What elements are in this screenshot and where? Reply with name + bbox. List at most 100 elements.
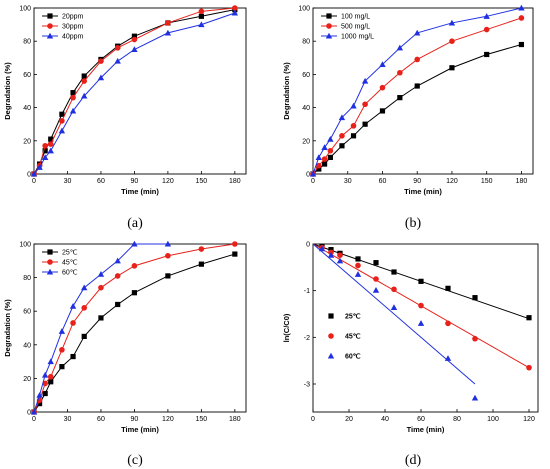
legend-label: 30ppm [62, 24, 84, 31]
data-point [47, 147, 54, 154]
data-point [418, 302, 424, 309]
legend-marker [328, 313, 334, 319]
chart-panel-b: 0 30 60 90 120 150 180 0 20 40 60 80 100 Time (min) De… [282, 4, 534, 231]
y-tick-label: 20 [302, 138, 310, 145]
y-tick-label: -3 [304, 382, 310, 389]
y-tick-label: 80 [23, 39, 31, 46]
data-point [36, 401, 43, 407]
data-point [198, 246, 205, 252]
legend-marker [47, 13, 53, 19]
data-point [232, 251, 238, 257]
x-tick-label: 40 [381, 416, 389, 423]
data-point [315, 154, 322, 160]
y-tick-label: 100 [19, 242, 31, 249]
data-point [231, 9, 239, 16]
legend-label: 1000 mg/L [341, 34, 374, 41]
data-point [355, 256, 361, 262]
x-tick-label: 0 [311, 416, 315, 423]
x-tick-label: 150 [196, 416, 208, 423]
data-point [59, 118, 65, 124]
legend-marker [327, 352, 335, 359]
data-point [42, 380, 48, 387]
y-tick-label: 0 [27, 172, 31, 179]
data-point [47, 358, 54, 365]
y-tick-label: -1 [304, 288, 310, 295]
data-point [337, 252, 343, 258]
legend-marker [325, 32, 333, 39]
series-line-1 [312, 17, 522, 175]
data-point [379, 84, 386, 91]
data-point [59, 111, 65, 117]
data-point [417, 320, 425, 326]
data-point [198, 21, 205, 28]
data-point [448, 19, 456, 26]
chart-panel-d: 0 20 40 60 80 100 120 0 -1 -2 -3 Time (min) ln(C/C0)… [282, 242, 539, 468]
data-point [472, 335, 478, 342]
x-tick-label: 120 [446, 178, 458, 185]
data-point [70, 320, 76, 326]
x-tick-label: 0 [32, 178, 36, 185]
y-axis-label: Degradation (%) [282, 62, 291, 120]
plot-frame [312, 7, 534, 175]
data-point [379, 61, 386, 67]
x-tick-label: 150 [481, 178, 493, 185]
data-point [98, 58, 104, 64]
data-point [41, 154, 49, 160]
data-point [47, 373, 54, 380]
series-line-0 [312, 44, 522, 175]
panel-label: (d) [405, 453, 422, 468]
data-point [114, 273, 121, 279]
data-point [81, 78, 88, 84]
data-point [373, 276, 379, 282]
data-point [59, 347, 65, 353]
x-tick-label: 60 [97, 178, 105, 185]
data-point [30, 170, 38, 177]
data-point [81, 305, 88, 311]
data-point [198, 8, 205, 15]
data-point [327, 154, 333, 160]
x-tick-label: 30 [344, 178, 352, 185]
data-point [518, 41, 525, 48]
data-point [36, 164, 43, 170]
legend: 25℃ 45℃ 60℃ [327, 313, 361, 361]
data-point [418, 278, 424, 284]
data-point [397, 69, 403, 76]
series-line-2 [33, 243, 168, 413]
data-point [30, 408, 38, 415]
data-point [36, 392, 43, 398]
y-tick-label: -2 [304, 335, 310, 342]
data-point [396, 44, 404, 51]
data-point [131, 36, 138, 43]
legend-label: 60℃ [345, 353, 361, 361]
plot-frame [33, 7, 247, 175]
data-point [350, 123, 357, 129]
x-tick-label: 30 [64, 416, 72, 423]
data-point [397, 95, 403, 101]
y-tick-label: 60 [302, 72, 310, 79]
legend-marker [46, 268, 54, 275]
y-tick-label: 40 [302, 105, 310, 112]
data-point [165, 273, 171, 279]
panel-label: (c) [127, 453, 143, 468]
panel-label: (a) [127, 216, 143, 231]
data-point [321, 161, 328, 167]
data-point [42, 390, 48, 397]
y-tick-label: 0 [306, 172, 310, 179]
legend: 25℃ 45℃ 60℃ [42, 249, 78, 277]
data-point [350, 133, 357, 139]
y-tick-label: 0 [306, 242, 310, 249]
data-point [449, 38, 455, 44]
legend-label: 500 mg/L [341, 24, 370, 31]
x-axis-label: Time (min) [407, 425, 445, 434]
x-tick-label: 180 [229, 416, 241, 423]
y-tick-label: 20 [23, 376, 31, 383]
data-point [318, 245, 326, 252]
data-point [47, 141, 54, 147]
legend-label: 20ppm [62, 14, 84, 21]
data-point [309, 170, 317, 177]
data-point [339, 143, 345, 149]
data-point [58, 328, 66, 334]
x-tick-label: 30 [64, 178, 72, 185]
x-axis-label: Time (min) [404, 187, 442, 196]
